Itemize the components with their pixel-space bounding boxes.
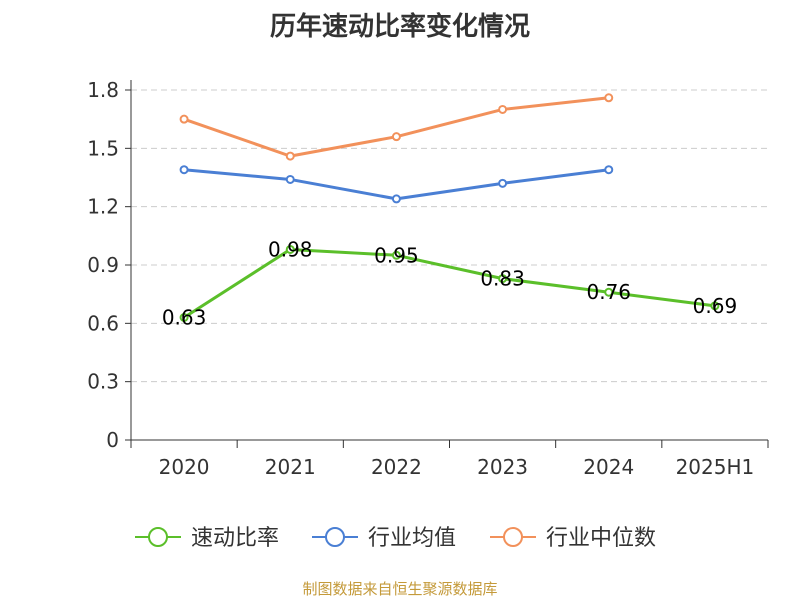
data-point <box>604 165 614 175</box>
data-point <box>179 313 189 322</box>
data-point <box>498 178 508 188</box>
legend-item[interactable]: 速动比率 <box>135 526 279 551</box>
chart-title: 历年速动比率变化情况 <box>269 12 530 42</box>
data-point <box>179 165 189 175</box>
data-label: 0.63 <box>162 306 207 330</box>
data-labels: 0.63 0.98 0.95 0.83 0.76 0.69 <box>162 237 737 329</box>
x-tick-label: 2025H1 <box>676 455 755 479</box>
data-label: 0.76 <box>586 280 631 304</box>
data-point <box>285 244 295 254</box>
data-point <box>604 93 614 103</box>
y-tick-label: 1.8 <box>87 78 119 102</box>
y-tick-label: 0.6 <box>87 311 119 335</box>
y-tick-label: 1.2 <box>87 195 119 219</box>
x-tick-label: 2024 <box>583 455 634 479</box>
legend: 速动比率 行业均值 行业中位数 <box>135 526 656 551</box>
data-point <box>710 301 720 311</box>
data-point <box>285 174 295 184</box>
data-point <box>604 287 614 297</box>
source-note: 制图数据来自恒生聚源数据库 <box>302 580 498 598</box>
legend-item[interactable]: 行业中位数 <box>490 526 656 551</box>
series-line <box>183 247 716 319</box>
legend-marker-icon <box>148 527 168 547</box>
legend-label: 速动比率 <box>191 526 279 551</box>
x-tick-label: 2022 <box>371 455 422 479</box>
y-tick-label: 1.5 <box>87 136 119 160</box>
data-label: 0.95 <box>374 243 419 267</box>
data-point <box>285 151 295 161</box>
series-line <box>183 96 609 158</box>
data-label: 0.69 <box>693 294 738 318</box>
data-point <box>498 104 508 114</box>
x-tick-label: 2020 <box>159 455 210 479</box>
legend-marker-icon <box>503 527 523 547</box>
legend-label: 行业中位数 <box>546 526 656 551</box>
data-point <box>498 274 508 284</box>
legend-marker-icon <box>325 527 345 547</box>
x-tick-label: 2021 <box>265 455 316 479</box>
series-lines <box>179 93 720 322</box>
legend-item[interactable]: 行业均值 <box>312 526 456 551</box>
y-tick-label: 0.3 <box>87 370 119 394</box>
y-tick-label: 0 <box>106 428 119 452</box>
data-label: 0.83 <box>480 267 525 291</box>
legend-label: 行业均值 <box>368 526 456 551</box>
grid-lines <box>131 89 768 383</box>
x-tick-label: 2023 <box>477 455 528 479</box>
data-point <box>179 114 189 124</box>
data-point <box>391 132 401 142</box>
data-point <box>391 194 401 204</box>
data-label: 0.98 <box>268 237 313 261</box>
axes: 0 0.3 0.6 0.9 1.2 1.5 1.8 2020 2021 2022 2023 2024 2… <box>87 78 769 479</box>
y-tick-label: 0.9 <box>87 253 119 277</box>
data-point <box>391 250 401 260</box>
